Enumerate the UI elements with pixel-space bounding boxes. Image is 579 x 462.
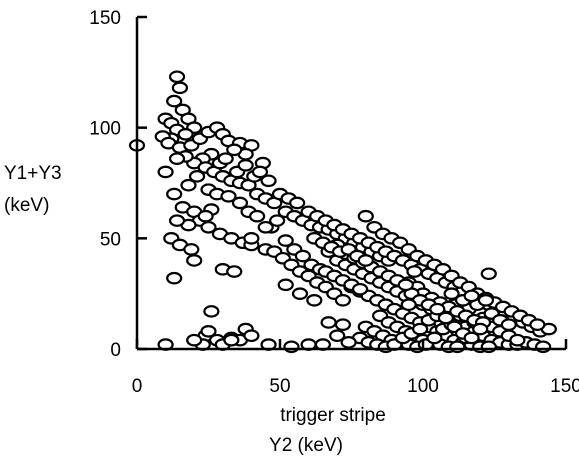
data-point <box>291 287 309 300</box>
data-point <box>340 336 357 349</box>
data-point <box>220 189 237 203</box>
data-point <box>223 333 240 347</box>
data-point <box>237 158 254 172</box>
data-point <box>277 278 294 292</box>
x-tick-label: 100 <box>407 376 439 397</box>
data-point <box>177 128 194 141</box>
data-point <box>168 70 186 84</box>
data-point <box>400 298 417 312</box>
data-point <box>397 278 414 292</box>
data-point <box>186 333 203 347</box>
x-axis-title-line1: trigger stripe <box>280 405 386 426</box>
data-point <box>357 209 374 223</box>
data-point <box>183 243 200 256</box>
y-tick-label: 0 <box>110 340 121 361</box>
x-tick-label: 0 <box>132 376 143 397</box>
data-point <box>168 214 186 227</box>
data-point <box>329 329 346 343</box>
data-point <box>171 81 188 95</box>
data-point <box>480 267 497 281</box>
data-point <box>334 294 352 307</box>
x-tick-label: 150 <box>550 376 579 397</box>
data-point <box>529 318 546 331</box>
data-point <box>166 187 183 201</box>
y-axis-title-line1: Y1+Y3 <box>4 163 62 184</box>
data-point <box>231 196 249 210</box>
data-point <box>426 331 443 345</box>
data-point <box>334 318 352 331</box>
y-tick-label: 50 <box>100 229 121 250</box>
data-point <box>463 289 480 303</box>
data-point <box>320 316 337 329</box>
data-point <box>226 143 243 157</box>
data-point <box>406 265 423 278</box>
x-tick-label: 50 <box>269 376 290 397</box>
data-point <box>166 94 183 108</box>
x-axis-title-line2: Y2 (keV) <box>269 435 343 456</box>
data-point <box>357 254 374 267</box>
data-point <box>443 287 460 300</box>
data-point <box>168 152 186 165</box>
data-point <box>226 265 243 278</box>
y-tick-label: 100 <box>89 119 121 140</box>
data-point <box>188 170 206 183</box>
data-point <box>203 305 220 318</box>
data-point <box>509 333 526 347</box>
data-point <box>251 165 269 179</box>
data-point <box>197 209 214 223</box>
data-point <box>480 340 497 354</box>
y-tick-label: 150 <box>89 8 121 29</box>
data-point <box>500 318 517 331</box>
data-point <box>186 254 203 267</box>
data-point <box>217 152 234 165</box>
data-point <box>463 331 480 345</box>
data-point <box>249 209 266 223</box>
data-point <box>157 165 174 179</box>
data-point <box>412 322 429 336</box>
data-point <box>166 271 183 285</box>
data-point <box>260 174 277 188</box>
data-point <box>472 322 489 336</box>
data-point <box>257 220 274 234</box>
data-point <box>294 249 311 263</box>
data-point <box>283 340 300 354</box>
data-point <box>429 302 446 316</box>
data-point <box>289 196 306 210</box>
data-point <box>306 294 323 307</box>
data-point <box>477 294 495 307</box>
axis-ticks: 0 50 100 150 0 50 100 150 <box>89 8 579 397</box>
data-point <box>243 329 260 343</box>
data-point <box>269 214 286 227</box>
y-axis-title-line2: (keV) <box>4 195 49 216</box>
data-point <box>277 234 294 247</box>
data-point <box>180 178 197 192</box>
data-point <box>243 232 260 245</box>
data-point <box>351 282 369 296</box>
data-point <box>535 340 552 354</box>
data-point <box>200 324 217 338</box>
data-points <box>128 70 557 354</box>
data-point <box>437 311 454 325</box>
